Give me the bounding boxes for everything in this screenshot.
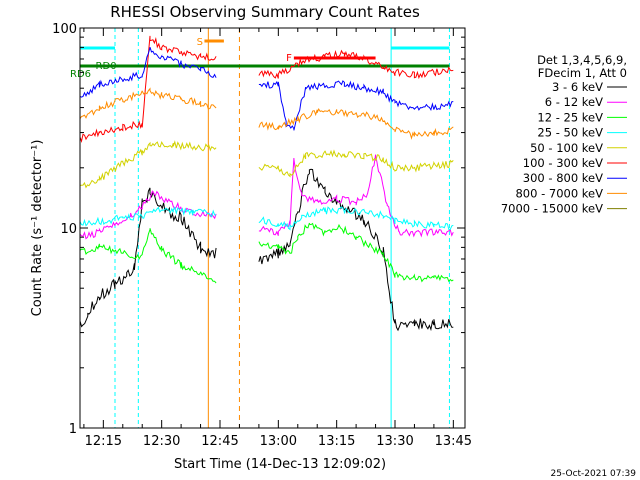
legend-label-1: 6 - 12 keV [545,95,603,109]
series-line-7 [79,87,454,140]
flag-label-rd6: RD6 [70,69,91,80]
x-tick-label-5: 13:30 [376,434,413,449]
x-tick-label-0: 12:15 [85,434,122,449]
y-tick-label-1: 10 [60,222,77,237]
x-tick-label-1: 12:30 [143,434,180,449]
legend-label-8: 7000 - 15000 keV [501,202,603,216]
date-stamp: 25-Oct-2021 07:39 [551,469,637,479]
series-layer [79,35,454,332]
series-line-6 [79,47,454,131]
legend-label-5: 100 - 300 keV [523,156,603,170]
series-line-4 [79,140,454,189]
x-axis-label: Start Time (14-Dec-13 12:09:02) [174,457,386,472]
y-tick-label-2: 100 [52,22,77,37]
legend-header-line-2: FDecim 1, Att 0 [538,66,627,80]
x-axis-ticks: 12:15 12:30 12:45 13:00 13:15 13:30 13:45 [83,28,472,449]
plot-frame [79,27,466,429]
legend-label-4: 50 - 100 keV [530,141,603,155]
legend-label-3: 25 - 50 keV [537,126,603,140]
legend-label-0: 3 - 6 keV [552,80,603,94]
series-line-3 [79,206,454,231]
x-tick-label-3: 13:00 [260,434,297,449]
series-line-0 [79,168,454,332]
legend-label-6: 300 - 800 keV [523,171,603,185]
flag-label-f: F [286,53,292,64]
y-axis-label: Count Rate (s⁻¹ detector⁻¹) [30,140,45,317]
legend-label-2: 12 - 25 keV [537,110,603,124]
flag-label-rd0: RD0 [96,61,117,72]
legend-label-7: 800 - 7000 keV [515,186,603,200]
chart-title: RHESSI Observing Summary Count Rates [110,3,420,21]
x-tick-label-6: 13:45 [435,434,472,449]
flag-markers: RD0 RD6 S F [70,37,292,80]
x-tick-label-4: 13:15 [318,434,355,449]
x-tick-label-2: 12:45 [201,434,238,449]
y-tick-label-0: 1 [69,422,77,437]
legend-header-line-1: Det 1,3,4,5,6,9, [537,53,627,67]
series-line-2 [79,222,454,284]
y-axis-ticks: 1 10 100 [52,22,465,437]
flag-label-s: S [197,37,203,48]
